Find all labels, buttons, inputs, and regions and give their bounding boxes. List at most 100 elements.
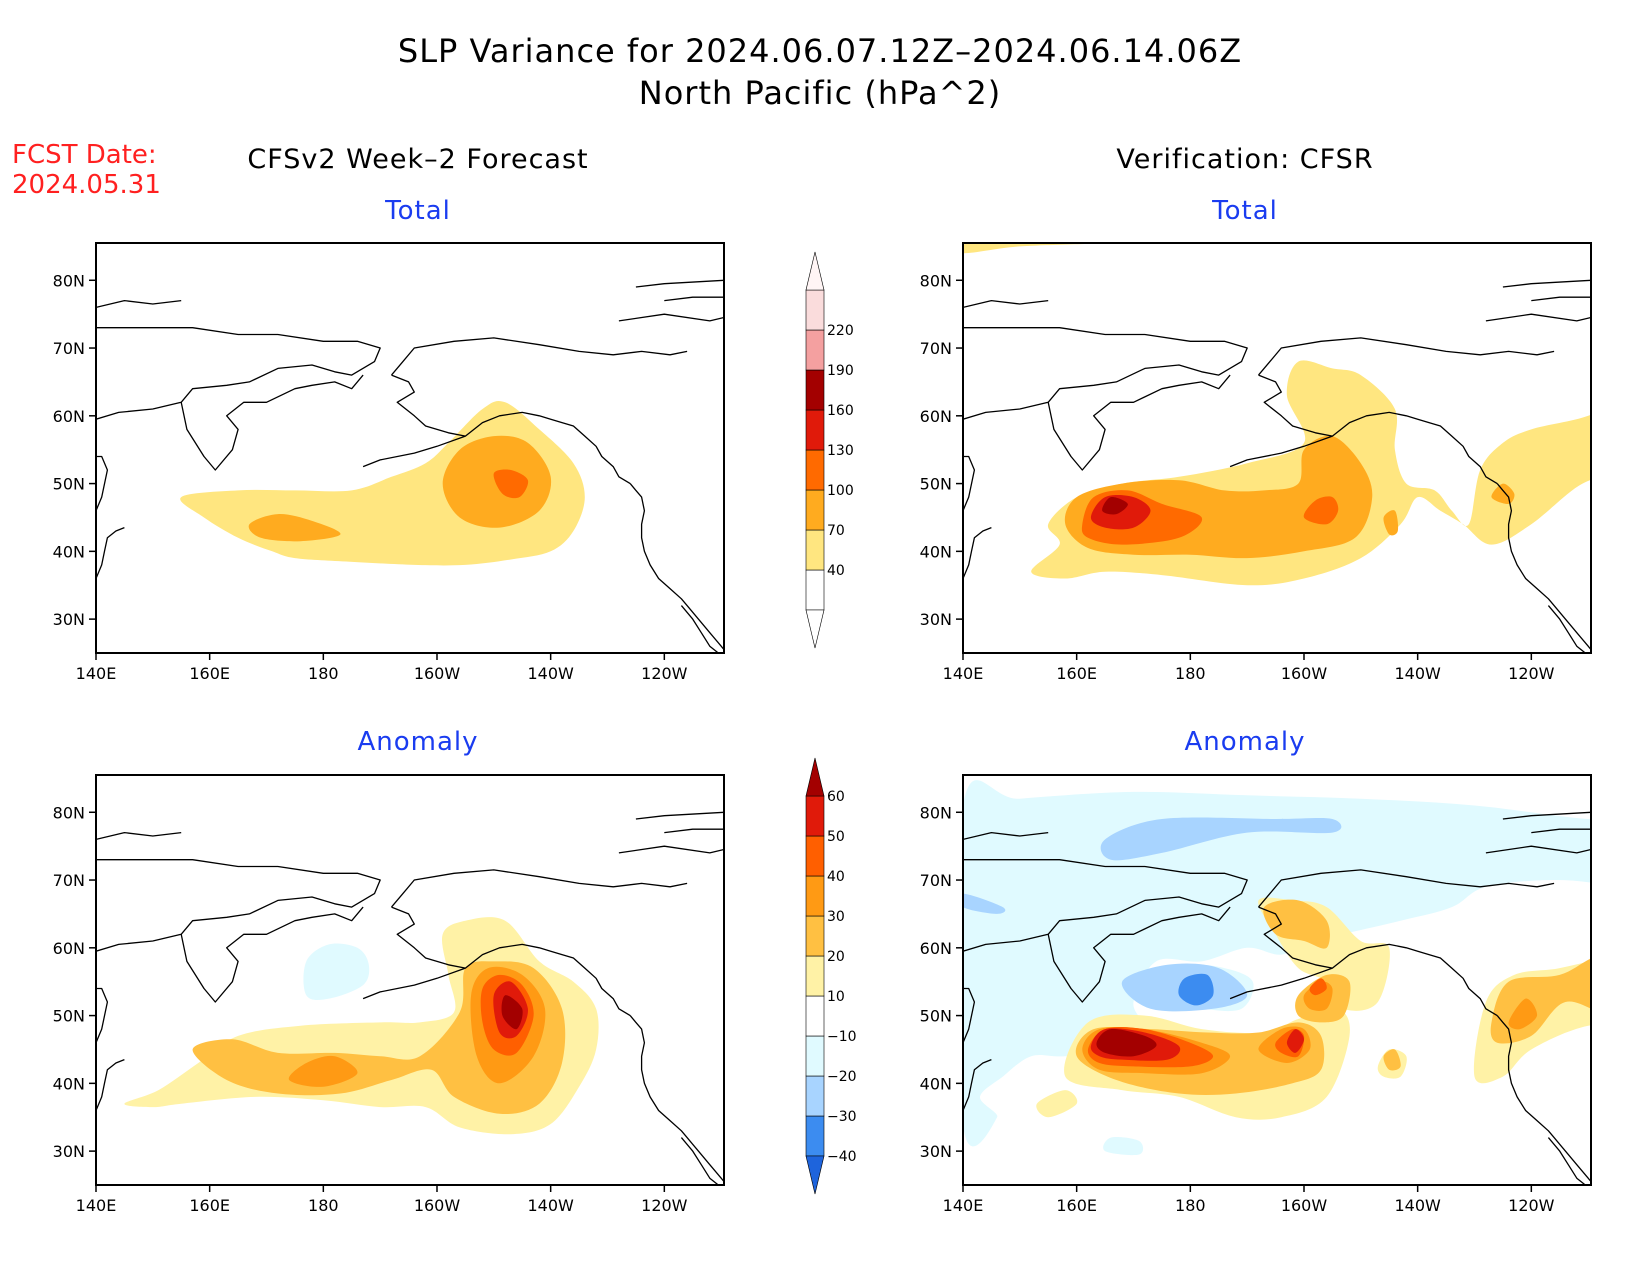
coastline-segment bbox=[1047, 374, 1231, 471]
coastline-segment bbox=[963, 327, 1248, 420]
map-panel-forecast-anomaly: 140E 160E 180 160W 140W 120W 80N 70N 60N 50N 40N 30… bbox=[53, 774, 725, 1215]
colorbar-bottom-arrow bbox=[805, 609, 825, 649]
colorbar-segment bbox=[805, 1075, 825, 1117]
total-colorbar: 40 70 100 130 160 190 220 bbox=[805, 251, 854, 649]
colorbar-label: 60 bbox=[827, 789, 845, 805]
colorbar-label: 160 bbox=[827, 403, 854, 419]
contour-region bbox=[1103, 1137, 1144, 1156]
contour-layer bbox=[180, 400, 585, 566]
coastline bbox=[963, 811, 1591, 1185]
map-frame bbox=[962, 242, 1592, 654]
coastline-segment bbox=[1531, 296, 1591, 302]
colorbar-label: 70 bbox=[827, 523, 845, 539]
coastline-segment bbox=[96, 327, 381, 420]
coastline-segment bbox=[1496, 483, 1591, 651]
colorbar-label: 10 bbox=[827, 989, 845, 1005]
coastline-segment bbox=[180, 374, 364, 471]
colorbar-segment bbox=[805, 1035, 825, 1077]
coastline-segment bbox=[963, 455, 976, 511]
coastline-segment bbox=[96, 1058, 125, 1111]
colorbar-segment bbox=[805, 489, 825, 531]
y-tick-label: 70N bbox=[920, 871, 952, 890]
y-tick-label: 60N bbox=[920, 407, 952, 426]
map-panel-forecast-total: 140E 160E 180 160W 140W 120W 80N 70N 60N 50N 40N 30… bbox=[53, 242, 725, 683]
contour-region bbox=[288, 1055, 358, 1087]
coastline-segment bbox=[618, 313, 724, 322]
colorbar-segment bbox=[805, 289, 825, 331]
colorbar-segment bbox=[805, 795, 825, 837]
contour-region bbox=[303, 943, 370, 1000]
coastline-segment bbox=[963, 299, 1049, 309]
contour-region bbox=[1644, 1047, 1650, 1071]
coastline-segment bbox=[629, 483, 724, 651]
y-tick-label: 40N bbox=[53, 542, 85, 561]
contour-region bbox=[1383, 510, 1399, 536]
anomaly-colorbar: −40 −30 −20 −10 10 20 30 40 50 60 bbox=[805, 757, 857, 1195]
x-tick-label: 160W bbox=[414, 1196, 461, 1215]
right-column-title: Verification: CFSR bbox=[1116, 144, 1373, 175]
coastline-segment bbox=[391, 869, 688, 908]
colorbar-segment bbox=[805, 449, 825, 491]
contour-region bbox=[1604, 1036, 1650, 1121]
y-tick-label: 80N bbox=[53, 271, 85, 290]
contour-region bbox=[1100, 817, 1342, 861]
coastline-segment bbox=[963, 859, 1248, 952]
coastline-segment bbox=[96, 987, 109, 1043]
colorbar-segment bbox=[805, 1115, 825, 1157]
contour-region bbox=[248, 514, 341, 542]
y-tick-label: 50N bbox=[920, 1007, 952, 1026]
x-tick-label: 120W bbox=[1508, 1196, 1555, 1215]
coastline bbox=[96, 279, 724, 653]
figure-title-line1: SLP Variance for 2024.06.07.12Z–2024.06.… bbox=[398, 32, 1242, 70]
coastline-segment bbox=[1496, 1015, 1591, 1183]
coastline-segment bbox=[1047, 906, 1231, 1003]
contour-region bbox=[1622, 988, 1650, 1017]
y-tick-label: 70N bbox=[53, 339, 85, 358]
contour-region bbox=[1309, 978, 1327, 996]
coastline-segment bbox=[635, 279, 724, 288]
contour-region bbox=[1096, 1028, 1157, 1057]
map-panel-verification-anomaly: 140E 160E 180 160W 140W 120W 80N 70N 60N 50N 40N 30… bbox=[920, 774, 1650, 1215]
map-background bbox=[963, 243, 1591, 653]
contour-region bbox=[1303, 496, 1339, 525]
contour-region bbox=[1036, 1090, 1078, 1118]
coastline-segment bbox=[96, 859, 381, 952]
x-tick-label: 160E bbox=[1056, 664, 1097, 683]
coastline-segment bbox=[96, 299, 182, 309]
coastline-segment bbox=[1547, 1137, 1586, 1185]
colorbar-segment bbox=[805, 409, 825, 451]
y-tick-label: 60N bbox=[53, 939, 85, 958]
contour-layer bbox=[963, 243, 1591, 586]
coastline-segment bbox=[963, 831, 1049, 841]
coastline-segment bbox=[464, 411, 631, 485]
y-tick-label: 70N bbox=[920, 339, 952, 358]
coastline-segment bbox=[1331, 943, 1498, 1017]
x-tick-label: 140W bbox=[527, 1196, 574, 1215]
coastline-segment bbox=[96, 455, 109, 511]
map-frame bbox=[95, 774, 725, 1186]
y-tick-label: 50N bbox=[53, 1007, 85, 1026]
colorbar-label: −10 bbox=[827, 1029, 857, 1045]
contour-region bbox=[963, 780, 1591, 1147]
coastline-segment bbox=[464, 943, 631, 1017]
colorbar-label: 50 bbox=[827, 829, 845, 845]
x-tick-label: 160W bbox=[414, 664, 461, 683]
y-tick-label: 70N bbox=[53, 871, 85, 890]
contour-region bbox=[1383, 1049, 1401, 1071]
x-tick-label: 160E bbox=[189, 664, 230, 683]
contour-region bbox=[963, 893, 1006, 914]
coastline-segment bbox=[180, 906, 364, 1003]
contour-region bbox=[1102, 496, 1128, 515]
contour-region bbox=[1263, 899, 1330, 949]
x-tick-label: 120W bbox=[641, 1196, 688, 1215]
y-tick-label: 40N bbox=[920, 1074, 952, 1093]
colorbar-label: −20 bbox=[827, 1069, 857, 1085]
contour-region bbox=[1508, 998, 1538, 1030]
coastline-segment bbox=[680, 1137, 719, 1185]
contour-region bbox=[1178, 973, 1214, 1006]
coastline-segment bbox=[1229, 906, 1334, 1000]
x-tick-label: 140E bbox=[943, 1196, 984, 1215]
coastline-segment bbox=[1258, 337, 1555, 376]
y-tick-label: 30N bbox=[920, 610, 952, 629]
coastline-segment bbox=[1485, 313, 1591, 322]
